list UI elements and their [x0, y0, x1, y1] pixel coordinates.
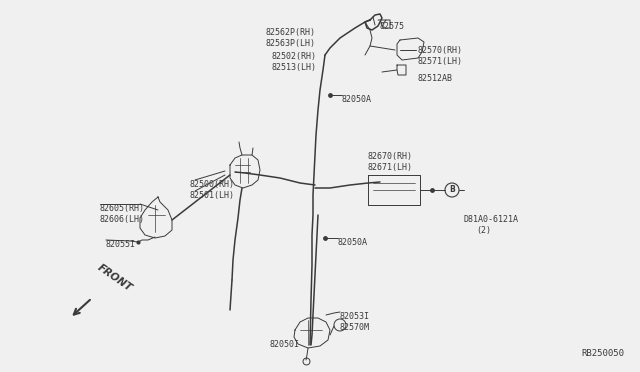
Text: 82606(LH): 82606(LH): [100, 215, 145, 224]
Text: 82575: 82575: [380, 22, 405, 31]
Text: 82053I: 82053I: [340, 312, 370, 321]
Text: RB250050: RB250050: [581, 349, 624, 358]
Text: 82571(LH): 82571(LH): [418, 57, 463, 66]
Text: 82570M: 82570M: [340, 323, 370, 332]
Text: FRONT: FRONT: [96, 262, 134, 293]
Text: 82501(LH): 82501(LH): [190, 191, 235, 200]
Text: B: B: [449, 186, 455, 195]
Text: 82050A: 82050A: [338, 238, 368, 247]
Text: 82050I: 82050I: [270, 340, 300, 349]
Text: (2): (2): [476, 226, 491, 235]
Text: 82670(RH): 82670(RH): [368, 152, 413, 161]
Text: 82502(RH): 82502(RH): [272, 52, 317, 61]
Text: 82513(LH): 82513(LH): [272, 63, 317, 72]
Text: 82500(RH): 82500(RH): [190, 180, 235, 189]
Text: 82512AB: 82512AB: [418, 74, 453, 83]
Text: 82562P(RH): 82562P(RH): [265, 28, 315, 37]
Text: D81A0-6121A: D81A0-6121A: [464, 215, 519, 224]
Text: 82055I: 82055I: [106, 240, 136, 249]
Text: 82671(LH): 82671(LH): [368, 163, 413, 172]
Text: 82570(RH): 82570(RH): [418, 46, 463, 55]
Text: 82605(RH): 82605(RH): [100, 204, 145, 213]
Text: 82050A: 82050A: [342, 95, 372, 104]
Text: 82563P(LH): 82563P(LH): [265, 39, 315, 48]
